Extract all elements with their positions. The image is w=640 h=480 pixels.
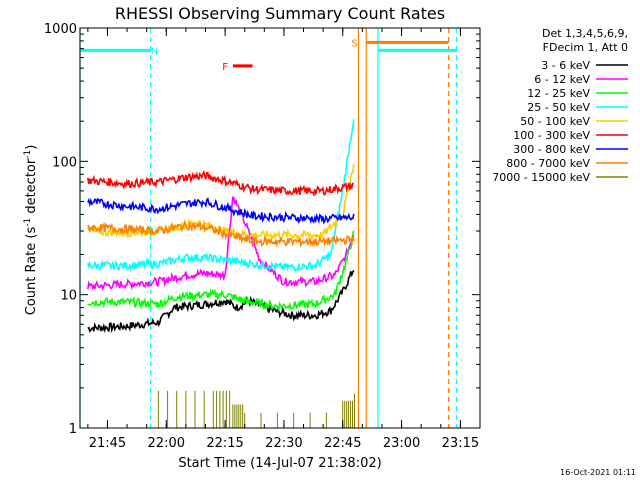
legend-label-3-6-kev: 3 - 6 keV (541, 59, 590, 72)
chart-title: RHESSI Observing Summary Count Rates (115, 4, 445, 23)
x-axis-label: Start Time (14-Jul-07 21:38:02) (178, 456, 381, 471)
legend-label-7000-15000-kev: 7000 - 15000 keV (492, 171, 590, 184)
footer-timestamp: 16-Oct-2021 01:11 (560, 468, 636, 477)
plot-frame (79, 27, 481, 429)
legend-header-2: FDecim 1, Att 0 (543, 41, 628, 54)
legend-label-100-300-kev: 100 - 300 keV (513, 129, 590, 142)
y-tick-label: 1 (69, 422, 77, 437)
x-tick-label: 22:00 (148, 436, 185, 451)
x-tick-label: 22:30 (265, 436, 302, 451)
x-tick-label: 22:15 (206, 436, 243, 451)
series-line-300-800-kev (87, 197, 355, 225)
x-tick-label: 21:45 (89, 436, 126, 451)
legend-label-300-800-kev: 300 - 800 keV (513, 143, 590, 156)
x-tick-label: 23:15 (442, 436, 479, 451)
series-line-100-300-kev (87, 169, 354, 197)
series-line-3-6-kev (87, 269, 355, 334)
legend: Det 1,3,4,5,6,9, FDecim 1, Att 0 3 - 6 k… (492, 27, 628, 184)
interval-label-s: S (351, 38, 357, 49)
legend-label-6-12-kev: 6 - 12 keV (534, 73, 590, 86)
series-line-50-100-kev (87, 164, 355, 241)
y-axis-label: Count Rate (s-1 detector-1) (23, 145, 39, 316)
x-tick-label: 23:00 (383, 436, 420, 451)
y-tick-label: 100 (52, 155, 77, 170)
interval-label-f: F (222, 62, 228, 73)
legend-header-1: Det 1,3,4,5,6,9, (542, 27, 628, 40)
legend-label-25-50-kev: 25 - 50 keV (527, 101, 590, 114)
y-tick-label: 1000 (44, 22, 77, 37)
series-line-12-25-kev (87, 230, 355, 312)
legend-label-50-100-kev: 50 - 100 keV (520, 115, 590, 128)
legend-label-800-7000-kev: 800 - 7000 keV (506, 157, 590, 170)
legend-label-12-25-kev: 12 - 25 keV (527, 87, 590, 100)
series-line-800-7000-kev (87, 218, 355, 248)
series-line-6-12-kev (87, 196, 355, 291)
series-line-7000-15000-kev (157, 390, 355, 428)
y-tick-label: 10 (60, 289, 77, 304)
interval-label-n: N (151, 46, 158, 57)
series-line-25-50-kev (87, 119, 355, 273)
x-tick-label: 22:45 (324, 436, 361, 451)
